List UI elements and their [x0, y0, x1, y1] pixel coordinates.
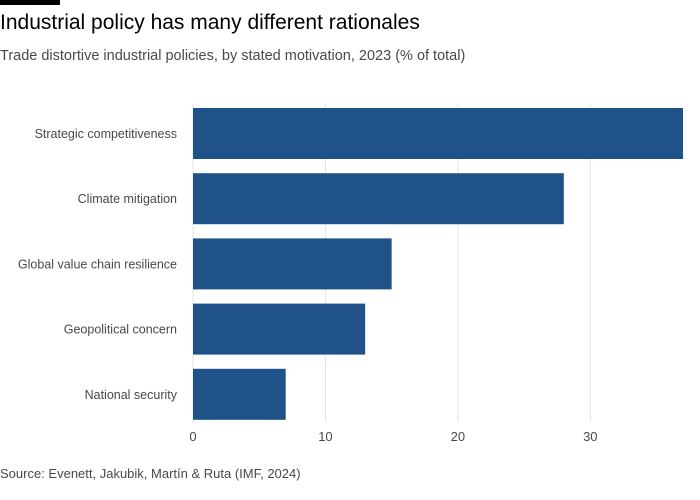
category-label: National security — [85, 388, 178, 402]
x-tick-label: 10 — [318, 429, 332, 444]
bar — [193, 303, 366, 355]
category-label: Climate mitigation — [78, 192, 177, 206]
x-tick-label: 20 — [451, 429, 465, 444]
category-label: Global value chain resilience — [18, 257, 177, 271]
category-label: Strategic competitiveness — [35, 127, 177, 141]
bar — [193, 108, 683, 159]
bar — [193, 368, 286, 420]
x-tick-labels: 0 10 20 30 — [189, 429, 597, 444]
category-label: Geopolitical concern — [64, 323, 177, 337]
x-tick-label: 0 — [189, 429, 196, 444]
chart-subtitle: Trade distortive industrial policies, by… — [0, 48, 466, 64]
chart-title: Industrial policy has many different rat… — [0, 11, 420, 34]
source-note: Source: Evenett, Jakubik, Martín & Ruta … — [0, 466, 301, 481]
bars — [193, 108, 683, 420]
brand-top-rule — [0, 0, 60, 5]
category-labels: Strategic competitiveness Climate mitigat… — [18, 127, 178, 402]
bar — [193, 238, 392, 290]
bar — [193, 173, 564, 225]
x-tick-label: 30 — [583, 429, 597, 444]
